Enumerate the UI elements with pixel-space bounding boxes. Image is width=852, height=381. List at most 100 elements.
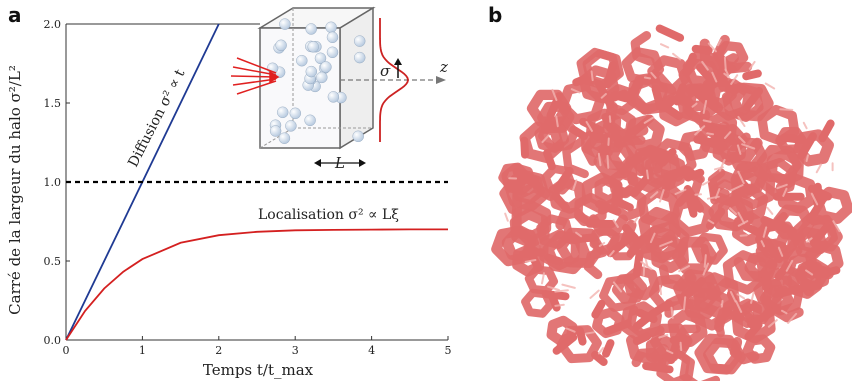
- sphere: [307, 41, 319, 53]
- network-highlight: [737, 170, 745, 185]
- network-highlight: [723, 72, 730, 79]
- sphere: [296, 55, 308, 67]
- network-highlight: [723, 56, 727, 72]
- network-branch: [700, 243, 712, 265]
- network-highlight: [760, 240, 765, 248]
- network-loop: [645, 220, 690, 262]
- network-highlight: [598, 241, 606, 247]
- sphere: [279, 18, 291, 30]
- network-branch: [640, 235, 668, 247]
- network-branch: [610, 91, 630, 103]
- network-branch: [742, 69, 762, 81]
- network-highlight: [683, 296, 687, 311]
- x-tick-label: 0: [63, 344, 70, 357]
- network-structure-image: [491, 24, 852, 381]
- network-highlight: [575, 231, 583, 238]
- network-loop: [624, 114, 665, 153]
- z-arrow-icon: [436, 76, 446, 84]
- network-highlight: [702, 100, 708, 114]
- network-branch: [683, 188, 698, 218]
- network-highlight: [762, 226, 768, 238]
- network-branch: [661, 95, 678, 111]
- network-highlight: [666, 349, 674, 355]
- sphere: [278, 132, 291, 144]
- localisation-label: Localisation σ² ∝ Lξ: [258, 207, 399, 223]
- network-branch: [570, 233, 598, 244]
- network-branch: [572, 74, 590, 87]
- network-loop: [713, 136, 763, 164]
- sphere: [316, 71, 328, 84]
- sphere: [277, 106, 289, 119]
- sphere: [320, 61, 332, 73]
- network-highlight: [701, 60, 709, 71]
- network-loop: [562, 137, 589, 179]
- network-highlight: [561, 283, 576, 289]
- incident-beam-arrows: [230, 57, 280, 95]
- sphere: [326, 46, 339, 58]
- network-highlight: [555, 115, 559, 128]
- network-highlight: [642, 264, 646, 277]
- network-highlight: [707, 219, 715, 225]
- network-branch: [744, 321, 763, 341]
- network-highlight: [729, 207, 737, 215]
- network-highlight: [785, 259, 794, 272]
- network-branch: [601, 113, 615, 133]
- network-branch: [553, 166, 574, 193]
- network-branch: [642, 362, 674, 374]
- network-highlight: [547, 285, 560, 291]
- network-highlight: [702, 262, 709, 276]
- y-axis-label: Carré de la largeur du halo σ²/L²: [6, 65, 24, 315]
- network-branch: [681, 277, 706, 301]
- network-highlight: [724, 131, 732, 139]
- network-highlight: [584, 331, 595, 335]
- network-branch: [630, 173, 652, 198]
- network-branch: [809, 223, 831, 247]
- scatterer-spheres: [266, 18, 366, 144]
- network-highlight: [711, 71, 718, 83]
- network-branch: [797, 132, 817, 160]
- length-label: L: [334, 154, 345, 172]
- network-highlight: [504, 212, 509, 222]
- network-loop: [772, 204, 815, 241]
- network-branch: [696, 63, 719, 88]
- network-highlight: [737, 115, 746, 127]
- network-highlight: [670, 306, 674, 319]
- network-branch: [595, 200, 622, 216]
- network-branch: [774, 261, 791, 281]
- network-highlight: [672, 52, 682, 61]
- sphere: [285, 120, 297, 132]
- network-loop: [712, 34, 753, 74]
- network-loop: [679, 355, 721, 381]
- network-highlight: [590, 70, 594, 82]
- network-loop: [610, 185, 647, 221]
- network-loop: [703, 337, 746, 375]
- network-highlight: [702, 119, 712, 123]
- sphere: [326, 31, 339, 43]
- network-highlight: [597, 347, 604, 355]
- network-loop: [583, 247, 608, 280]
- network-highlight: [802, 121, 808, 130]
- sphere: [275, 39, 287, 51]
- network-highlight: [766, 206, 774, 215]
- network-highlight: [633, 217, 639, 224]
- network-loop: [593, 142, 637, 179]
- network-branch: [591, 299, 606, 319]
- network-branch: [546, 92, 563, 120]
- network-branch: [520, 136, 529, 159]
- tick-labels: 0 1 2 3 4 5 0.0 0.5 1.0 1.5 2.0: [44, 18, 452, 357]
- x-tick-label: 5: [445, 344, 452, 357]
- network-highlight: [570, 88, 581, 94]
- network-branch: [655, 24, 685, 42]
- sphere: [354, 51, 366, 64]
- sphere: [269, 125, 282, 137]
- network-branch: [684, 168, 705, 182]
- network-branch: [743, 87, 764, 112]
- sphere: [304, 114, 316, 127]
- network-highlight: [781, 309, 788, 315]
- network-branch: [512, 168, 541, 190]
- network-highlight: [659, 284, 663, 296]
- network-branch: [673, 83, 687, 106]
- network-highlight: [524, 259, 537, 263]
- network-highlight: [597, 152, 602, 167]
- network-highlight: [650, 71, 657, 79]
